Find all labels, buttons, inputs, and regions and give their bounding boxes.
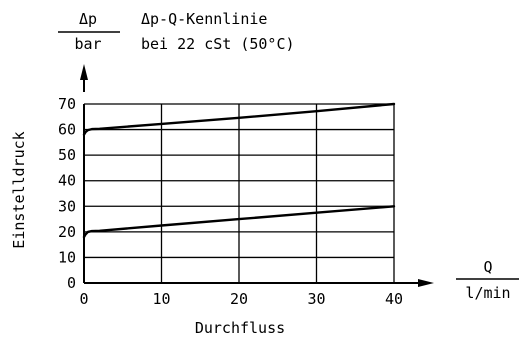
x-tick-label: 20 [230, 290, 248, 308]
y-tick-label: 30 [58, 197, 76, 215]
y-tick-label: 40 [58, 172, 76, 190]
x-unit-numerator: Q [483, 258, 492, 276]
y-axis-arrow-head [80, 64, 88, 80]
y-unit-denominator: bar [74, 35, 101, 53]
x-axis-title: Durchfluss [195, 319, 285, 337]
series-line-2 [82, 102, 396, 136]
y-tick-label: 20 [58, 223, 76, 241]
y-tick-label: 70 [58, 95, 76, 113]
y-tick-label: 60 [58, 121, 76, 139]
y-tick-label: 0 [67, 274, 76, 292]
y-tick-label: 10 [58, 248, 76, 266]
chart-subtitle: bei 22 cSt (50°C) [141, 35, 295, 53]
series-line-1 [82, 205, 396, 239]
chart-title: Δp-Q-Kennlinie [141, 10, 267, 28]
y-tick-label: 50 [58, 146, 76, 164]
x-tick-label: 10 [152, 290, 170, 308]
x-tick-label: 30 [307, 290, 325, 308]
x-tick-label: 0 [79, 290, 88, 308]
x-unit-denominator: l/min [465, 284, 510, 302]
x-axis-arrow-head [418, 279, 434, 287]
y-unit-numerator: Δp [79, 10, 97, 28]
x-tick-label: 40 [385, 290, 403, 308]
y-axis-title: Einstelldruck [10, 131, 28, 248]
